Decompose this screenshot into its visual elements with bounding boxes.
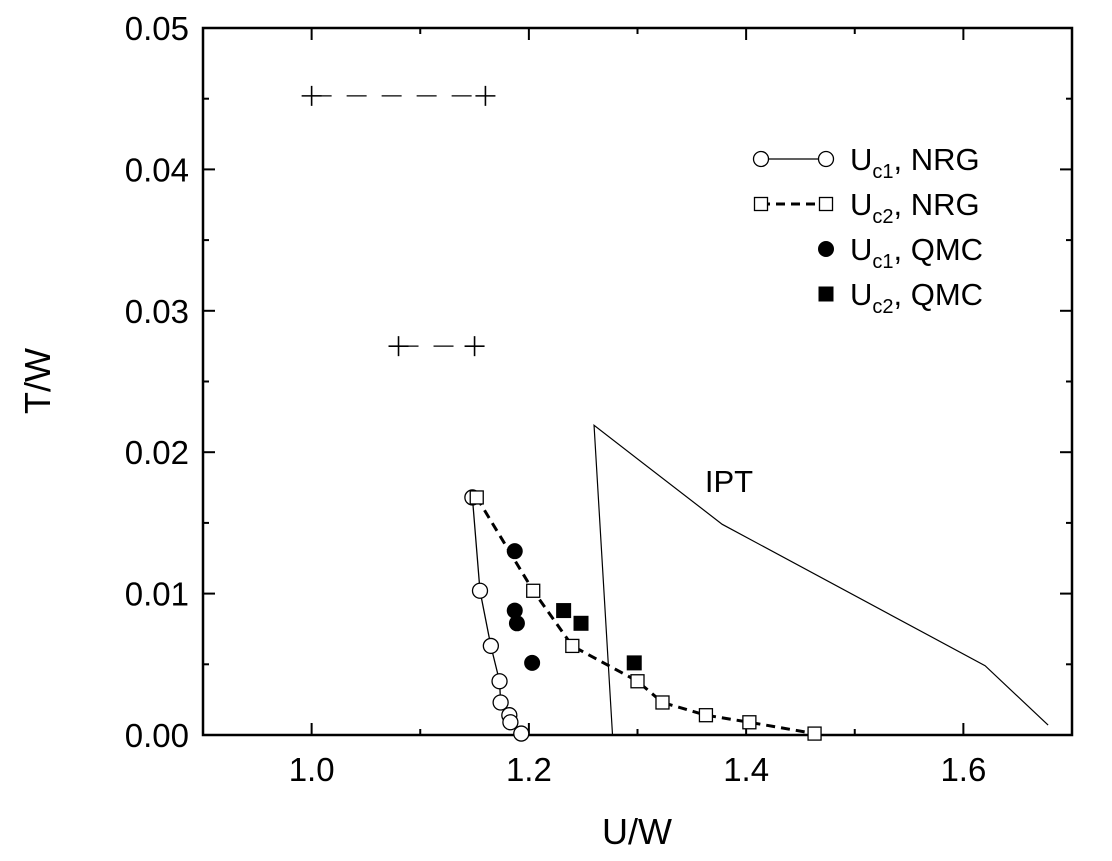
series-3-point	[556, 603, 572, 619]
x-axis-label: U/W	[602, 811, 672, 852]
legend-label: Uc1, NRG	[850, 142, 980, 183]
y-tick-label: 0.00	[125, 717, 189, 754]
legend-swatch-marker	[818, 196, 834, 212]
series-1	[469, 490, 822, 741]
series-0-point	[513, 725, 530, 742]
series-1-point	[526, 583, 541, 598]
y-tick-label: 0.02	[125, 434, 189, 471]
series-0-point	[471, 582, 489, 599]
x-tick-label: 1.6	[940, 751, 986, 788]
legend-entry: Uc2, QMC	[818, 277, 983, 318]
legend-label: Uc2, NRG	[850, 187, 980, 228]
legend-swatch-marker	[818, 241, 834, 257]
series-6	[388, 336, 485, 357]
series-1-line	[475, 496, 815, 736]
series-4-line	[593, 424, 1049, 736]
series-1-point	[742, 715, 757, 730]
legend-swatch-marker	[818, 286, 834, 302]
series-0-point	[491, 673, 508, 690]
series-layer	[301, 85, 1049, 742]
series-1-point	[807, 726, 822, 741]
legend-label: Uc1, QMC	[850, 232, 983, 273]
series-3	[556, 603, 642, 671]
series-1-point	[565, 638, 580, 654]
legend-entry: Uc2, NRG	[753, 187, 980, 228]
x-tick-label: 1.4	[723, 751, 769, 788]
series-2-point	[506, 543, 523, 560]
annotation-label: IPT	[705, 464, 753, 499]
x-tick-label: 1.2	[506, 751, 552, 788]
series-0-point	[492, 694, 509, 711]
legend-swatch-marker	[752, 150, 770, 168]
legend-label: Uc2, QMC	[850, 277, 983, 318]
series-1-point	[630, 674, 645, 689]
series-1-point	[469, 490, 484, 505]
series-1-point	[655, 695, 670, 710]
series-5	[301, 85, 496, 106]
y-tick-label: 0.04	[125, 151, 189, 188]
series-3-point	[573, 615, 589, 631]
series-2	[506, 543, 541, 671]
series-2-point	[508, 615, 525, 632]
annotation-layer: IPT	[705, 464, 753, 499]
series-4	[593, 424, 1049, 736]
x-tick-label: 1.0	[289, 751, 335, 788]
plot-frame	[201, 26, 1074, 737]
y-tick-label: 0.03	[125, 293, 189, 330]
legend-swatch-marker	[753, 196, 769, 212]
series-3-point	[626, 655, 642, 671]
y-axis-label: T/W	[17, 348, 58, 414]
legend-swatch-marker	[817, 150, 835, 168]
series-0-point	[502, 714, 519, 731]
legend-entry: Uc1, QMC	[818, 232, 983, 273]
y-tick-label: 0.01	[125, 576, 189, 613]
axis-ticks: 1.0 1.2 1.4 1.6 0.00 0.01 0.02 0.03 0.04 0.05	[125, 10, 1072, 788]
y-tick-label: 0.05	[125, 10, 189, 47]
series-2-point	[524, 654, 541, 671]
series-1-point	[698, 708, 714, 723]
series-0-point	[482, 637, 500, 655]
series-2-point	[506, 602, 523, 619]
legend-entry: Uc1, NRG	[752, 142, 980, 183]
